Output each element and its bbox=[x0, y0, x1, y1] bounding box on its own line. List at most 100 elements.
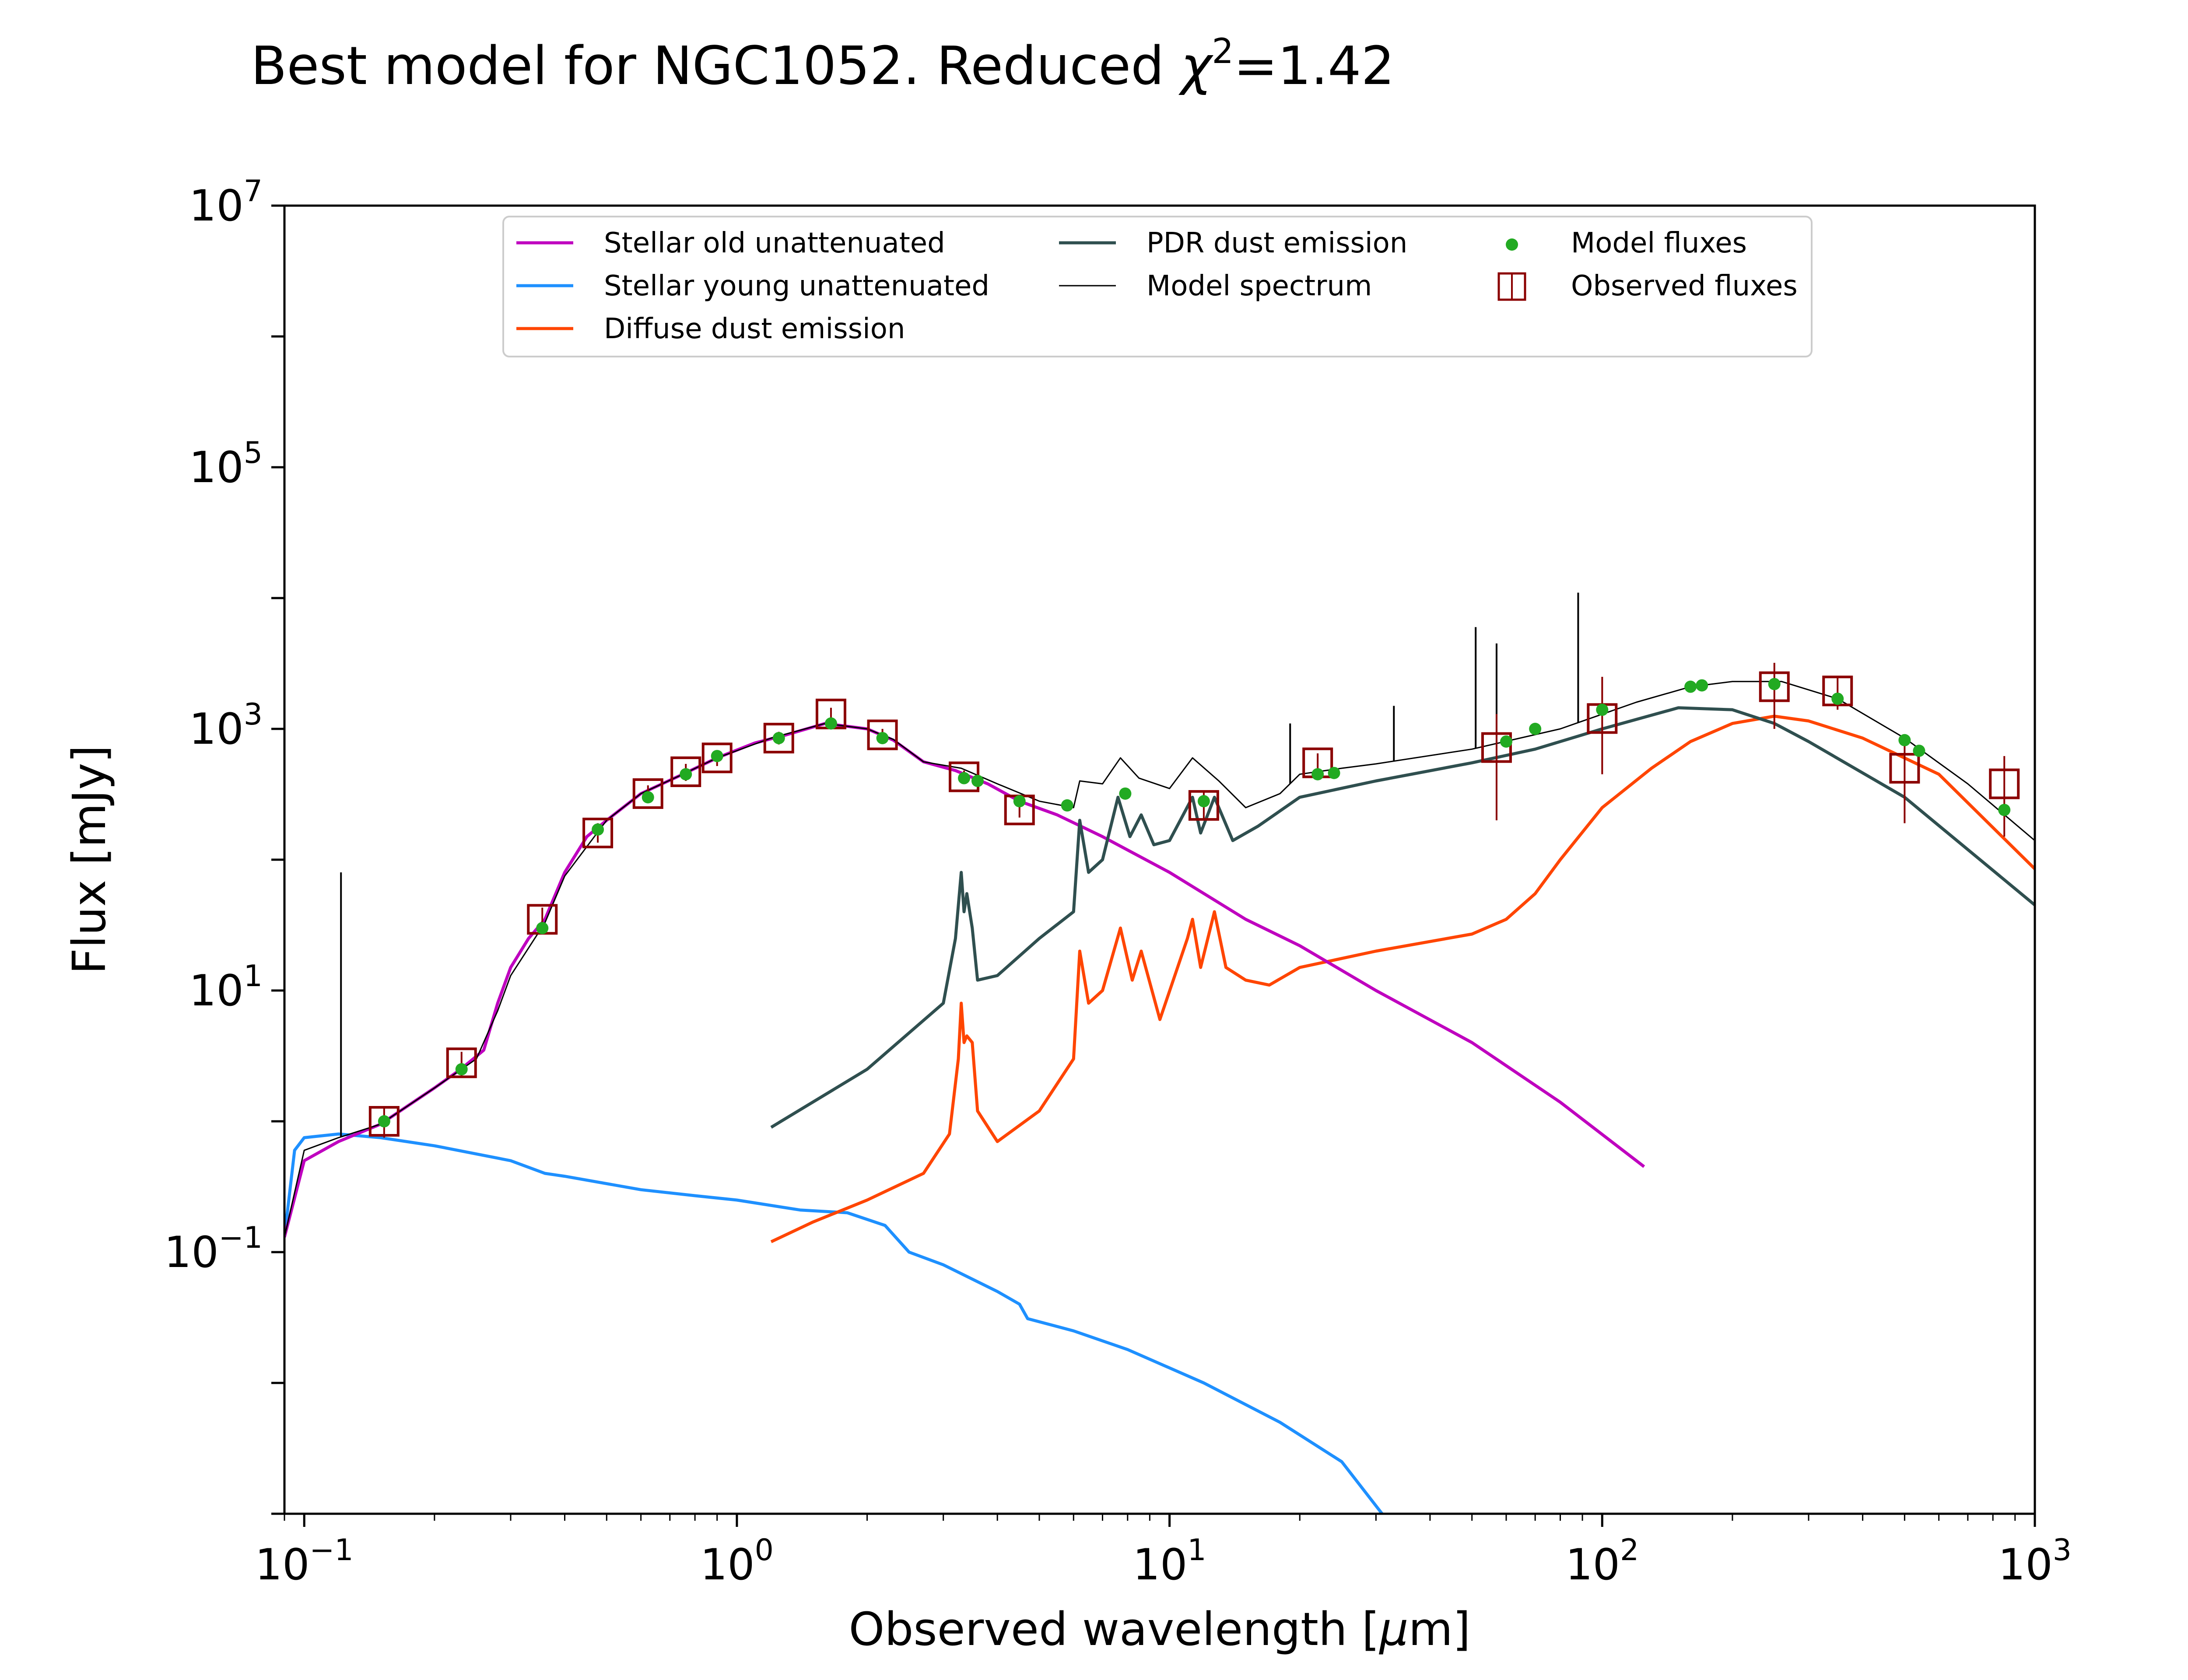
legend-label: Model spectrum bbox=[1147, 270, 1372, 302]
model-flux-point bbox=[971, 774, 984, 787]
y-tick-label: 105 bbox=[189, 436, 263, 493]
observed-flux-marker bbox=[368, 1106, 400, 1137]
y-tick-exponent: −1 bbox=[219, 1221, 263, 1255]
chart-title: Best model for NGC1052. Reduced χ2=1.42 bbox=[251, 32, 1395, 97]
points-layer bbox=[368, 662, 2020, 1138]
y-tick-label: 103 bbox=[189, 697, 263, 754]
x-tick-base: 10 bbox=[700, 1540, 755, 1590]
y-axis-label: Flux [mJy] bbox=[63, 745, 116, 974]
x-tick-base: 10 bbox=[1133, 1540, 1188, 1590]
x-tick-label: 103 bbox=[1998, 1533, 2072, 1590]
plot-area bbox=[284, 206, 2035, 1514]
legend-box bbox=[502, 216, 1813, 357]
x-tick-exponent: −1 bbox=[309, 1533, 353, 1568]
model-flux-point bbox=[1328, 766, 1340, 779]
model-flux-point bbox=[1311, 768, 1324, 780]
y-tick-exponent: 5 bbox=[244, 436, 263, 470]
x-tick-exponent: 2 bbox=[1620, 1533, 1639, 1568]
observed-flux-marker bbox=[582, 817, 614, 848]
model-flux-point bbox=[824, 717, 837, 730]
legend-entry-model-spectrum: Model spectrum bbox=[1059, 270, 1372, 302]
model-flux-point bbox=[1696, 679, 1708, 692]
y-tick-base: 10 bbox=[164, 1228, 219, 1278]
model-flux-point bbox=[1500, 735, 1512, 748]
legend-entry-pdr-dust-emission: PDR dust emission bbox=[1059, 227, 1407, 259]
model-flux-point bbox=[592, 823, 604, 836]
observed-flux-marker bbox=[1481, 732, 1512, 763]
model-flux-point bbox=[876, 732, 889, 745]
legend-label: Stellar young unattenuated bbox=[604, 270, 989, 302]
legend-label: PDR dust emission bbox=[1147, 227, 1407, 259]
observed-flux-marker bbox=[446, 1047, 477, 1078]
model-flux-point bbox=[1061, 799, 1073, 812]
model-flux-point bbox=[1998, 804, 2011, 816]
legend-label: Diffuse dust emission bbox=[604, 313, 905, 345]
model-flux-point bbox=[1898, 734, 1911, 746]
model-flux-point bbox=[378, 1115, 390, 1127]
y-tick-label: 10−1 bbox=[164, 1221, 263, 1278]
legend-entries: Stellar old unattenuated Stellar young un… bbox=[516, 227, 1798, 345]
legend-label: Observed fluxes bbox=[1571, 270, 1798, 302]
chart-title-suffix: =1.42 bbox=[1234, 36, 1395, 97]
legend-label: Model fluxes bbox=[1571, 227, 1747, 259]
x-tick-label: 101 bbox=[1133, 1533, 1206, 1590]
legend-entry-stellar-old-unattenuated: Stellar old unattenuated bbox=[516, 227, 945, 259]
model-flux-point bbox=[1529, 723, 1542, 735]
x-tick-label: 100 bbox=[700, 1533, 774, 1590]
model-flux-point bbox=[1119, 787, 1132, 800]
model-flux-point bbox=[1596, 704, 1609, 716]
observed-flux-marker bbox=[763, 723, 794, 754]
y-tick-base: 10 bbox=[189, 443, 244, 493]
observed-flux-marker bbox=[670, 756, 701, 788]
x-tick-exponent: 1 bbox=[1187, 1533, 1206, 1568]
model-flux-point bbox=[772, 732, 785, 745]
x-tick-exponent: 3 bbox=[2053, 1533, 2072, 1568]
chart-title-superscript: 2 bbox=[1212, 32, 1234, 71]
observed-flux-marker bbox=[1989, 768, 2020, 799]
observed-flux-marker bbox=[1822, 676, 1853, 707]
y-tick-label: 101 bbox=[189, 959, 263, 1016]
model-flux-point bbox=[1197, 795, 1210, 808]
y-tick-exponent: 7 bbox=[244, 174, 263, 209]
legend: Stellar old unattenuated Stellar young un… bbox=[502, 216, 1813, 357]
legend-entry-diffuse-dust-emission: Diffuse dust emission bbox=[516, 313, 905, 345]
legend-swatch bbox=[1506, 238, 1518, 251]
model-flux-point bbox=[1768, 678, 1781, 690]
x-tick-base: 10 bbox=[1998, 1540, 2053, 1590]
y-tick-base: 10 bbox=[189, 966, 244, 1016]
model-flux-point bbox=[1831, 693, 1844, 705]
model-flux-point bbox=[536, 922, 549, 934]
legend-entry-model-fluxes: Model fluxes bbox=[1506, 227, 1747, 259]
model-flux-point bbox=[1013, 795, 1026, 808]
model-flux-point bbox=[958, 772, 971, 784]
x-tick-base: 10 bbox=[255, 1540, 310, 1590]
legend-label: Stellar old unattenuated bbox=[604, 227, 945, 259]
series-model-spectrum bbox=[284, 681, 2035, 1238]
x-axis-label-suffix: m] bbox=[1409, 1603, 1471, 1656]
chart-title-symbol: χ bbox=[1178, 36, 1213, 97]
x-tick-label: 102 bbox=[1565, 1533, 1639, 1590]
observed-flux-marker bbox=[867, 719, 898, 750]
observed-flux-marker bbox=[701, 742, 733, 774]
y-tick-base: 10 bbox=[189, 181, 244, 231]
model-flux-point bbox=[680, 768, 692, 780]
model-flux-point bbox=[711, 750, 723, 763]
observed-flux-marker bbox=[632, 778, 663, 809]
model-flux-point bbox=[455, 1063, 468, 1076]
y-tick-label: 107 bbox=[189, 174, 263, 231]
legend-entry-observed-fluxes: Observed fluxes bbox=[1497, 270, 1798, 302]
model-flux-point bbox=[642, 791, 654, 804]
observed-flux-marker bbox=[1759, 671, 1790, 702]
x-tick-base: 10 bbox=[1565, 1540, 1620, 1590]
x-axis-label: Observed wavelength [μm] bbox=[849, 1603, 1471, 1656]
y-tick-exponent: 3 bbox=[244, 697, 263, 732]
y-tick-base: 10 bbox=[189, 704, 244, 754]
model-flux-point bbox=[1913, 745, 1925, 757]
chart-title-prefix: Best model for NGC1052. Reduced bbox=[251, 36, 1181, 97]
series-stellar-young-unattenuated bbox=[284, 1132, 1384, 1514]
observed-flux-marker bbox=[1188, 790, 1219, 821]
x-tick-exponent: 0 bbox=[755, 1533, 774, 1568]
series-diffuse-dust-emission bbox=[770, 714, 2035, 1243]
